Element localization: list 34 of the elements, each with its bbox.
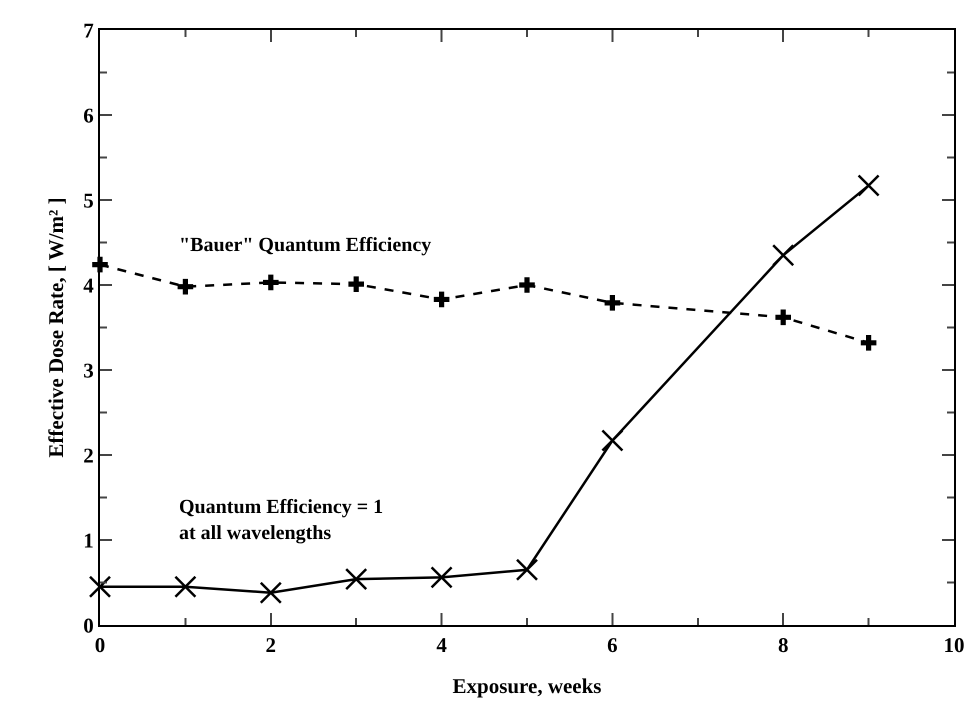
x-tick-label: 4 xyxy=(436,633,448,658)
point xyxy=(772,244,794,266)
y-tick-label: 4 xyxy=(83,273,94,298)
y-axis-title: Effective Dose Rate, [ W/m² ] xyxy=(44,197,68,458)
point xyxy=(516,558,538,581)
point xyxy=(88,576,112,598)
x-tick-label: 8 xyxy=(778,633,788,658)
point xyxy=(174,576,197,598)
point xyxy=(348,276,364,292)
y-tick-label: 6 xyxy=(83,103,94,128)
point xyxy=(178,278,194,294)
series-label: Quantum Efficiency = 1 at all wavelengths xyxy=(179,496,384,544)
point xyxy=(519,277,535,293)
point xyxy=(434,292,450,308)
x-tick-label: 6 xyxy=(607,633,618,658)
point xyxy=(604,295,620,311)
point xyxy=(601,429,624,452)
y-tick-label: 7 xyxy=(83,18,94,42)
point xyxy=(263,274,279,290)
series-label: "Bauer" Quantum Efficiency xyxy=(179,234,432,256)
point xyxy=(430,566,453,589)
y-tick-label: 3 xyxy=(83,358,94,382)
point xyxy=(344,568,368,590)
x-tick-label: 2 xyxy=(266,633,276,658)
point xyxy=(260,581,282,604)
point xyxy=(857,174,880,197)
y-tick-label: 1 xyxy=(83,528,94,552)
x-axis-title: Exposure, weeks xyxy=(452,674,602,698)
y-tick-label: 5 xyxy=(83,188,94,212)
y-tick-label: 0 xyxy=(83,613,94,638)
point xyxy=(775,310,791,326)
y-tick-label: 2 xyxy=(83,443,94,468)
x-tick-label: 10 xyxy=(944,633,964,658)
point xyxy=(860,335,876,351)
